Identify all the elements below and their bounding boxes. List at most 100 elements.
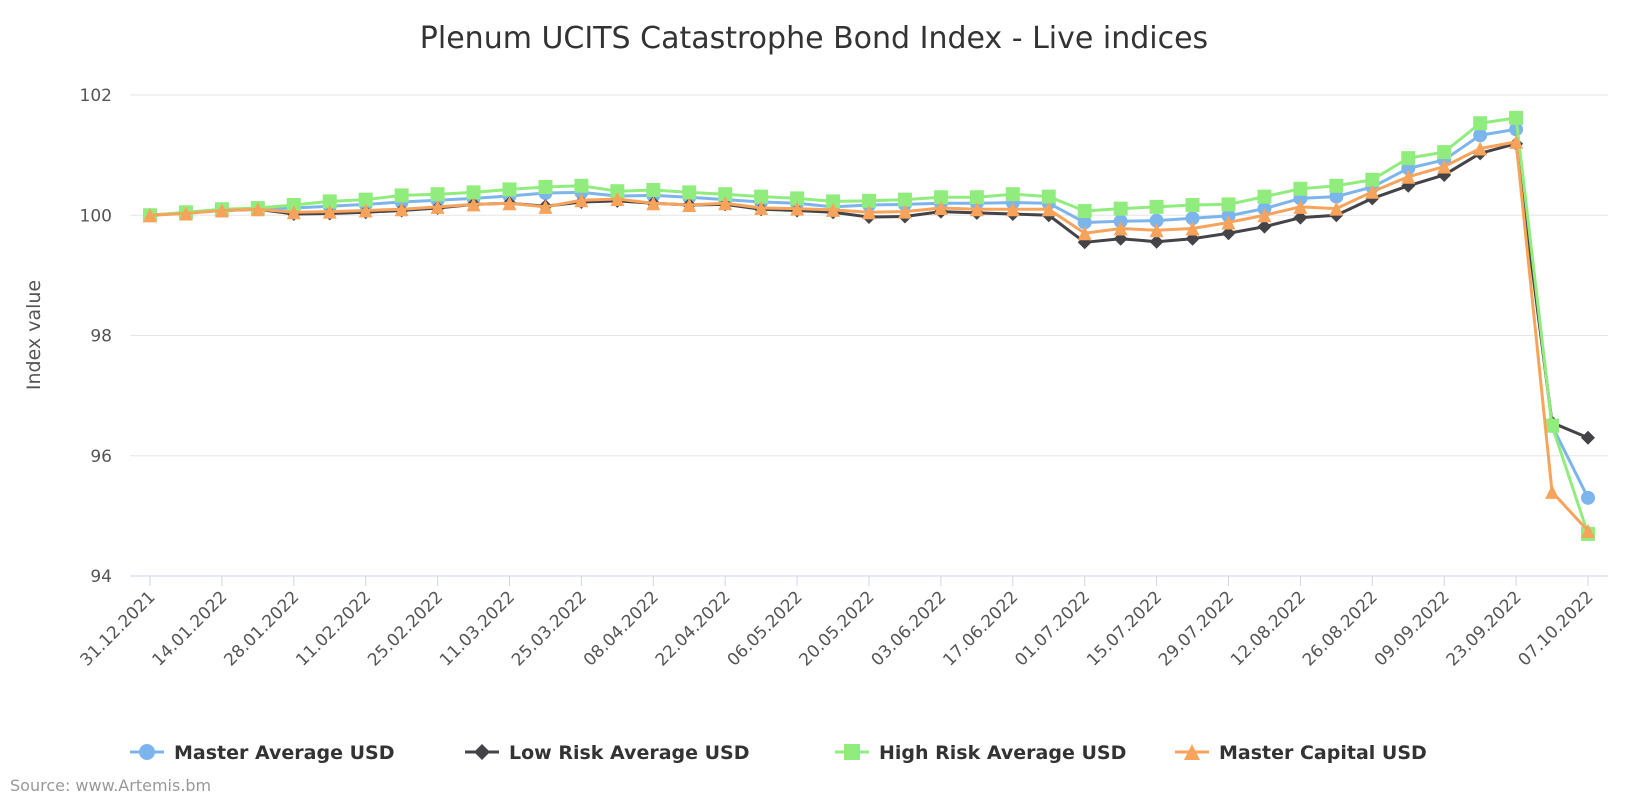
data-point[interactable] xyxy=(286,205,301,220)
data-point[interactable] xyxy=(1293,210,1308,225)
data-point[interactable] xyxy=(1545,484,1560,499)
legend-item[interactable]: Master Capital USD xyxy=(1175,742,1427,764)
data-point[interactable] xyxy=(1257,219,1272,234)
data-point[interactable] xyxy=(1185,211,1200,226)
data-point[interactable] xyxy=(143,208,157,223)
data-point[interactable] xyxy=(1545,418,1560,433)
data-point[interactable] xyxy=(1221,226,1236,241)
data-point[interactable] xyxy=(826,202,841,217)
legend-item[interactable]: High Risk Average USD xyxy=(835,742,1126,764)
data-point[interactable] xyxy=(718,187,733,202)
data-point[interactable] xyxy=(394,188,409,203)
data-point[interactable] xyxy=(178,206,193,221)
data-point[interactable] xyxy=(1401,151,1416,166)
x-tick-label: 22.04.2022 xyxy=(652,587,735,670)
data-point[interactable] xyxy=(1257,189,1272,204)
data-point[interactable] xyxy=(538,179,553,194)
data-point[interactable] xyxy=(1077,204,1092,219)
data-point[interactable] xyxy=(1509,134,1524,149)
data-point[interactable] xyxy=(1329,178,1344,193)
data-point[interactable] xyxy=(718,196,733,211)
legend-item[interactable]: Master Average USD xyxy=(130,742,394,764)
data-point[interactable] xyxy=(862,205,876,220)
data-point[interactable] xyxy=(1149,199,1164,214)
data-point[interactable] xyxy=(1185,221,1200,236)
data-point[interactable] xyxy=(790,191,805,206)
data-point[interactable] xyxy=(1329,201,1344,216)
data-point[interactable] xyxy=(969,202,984,217)
data-point[interactable] xyxy=(1293,199,1308,214)
data-point[interactable] xyxy=(466,197,481,212)
legend-item[interactable]: Low Risk Average USD xyxy=(465,742,750,764)
data-point[interactable] xyxy=(646,196,661,211)
data-point[interactable] xyxy=(682,198,697,213)
data-point[interactable] xyxy=(933,190,948,205)
data-point[interactable] xyxy=(897,204,912,219)
data-point[interactable] xyxy=(1149,223,1164,238)
x-tick-label: 03.06.2022 xyxy=(867,587,950,670)
data-point[interactable] xyxy=(1437,159,1452,174)
data-point[interactable] xyxy=(1113,214,1128,229)
data-point[interactable] xyxy=(1473,141,1488,156)
data-point[interactable] xyxy=(1221,215,1236,230)
data-point[interactable] xyxy=(1401,169,1416,184)
data-point[interactable] xyxy=(1149,213,1164,228)
data-point[interactable] xyxy=(1113,201,1128,216)
data-point[interactable] xyxy=(358,203,373,218)
data-point[interactable] xyxy=(1113,221,1128,236)
data-point[interactable] xyxy=(358,192,373,207)
data-point[interactable] xyxy=(1077,215,1092,230)
data-point[interactable] xyxy=(1365,172,1380,187)
data-point[interactable] xyxy=(286,198,301,213)
data-point[interactable] xyxy=(250,202,265,217)
data-point[interactable] xyxy=(790,201,805,216)
data-point[interactable] xyxy=(322,204,337,219)
data-point[interactable] xyxy=(1077,226,1092,241)
data-point[interactable] xyxy=(1041,189,1056,204)
data-point[interactable] xyxy=(969,190,984,205)
data-point[interactable] xyxy=(610,192,625,207)
data-point[interactable] xyxy=(826,194,841,209)
data-point[interactable] xyxy=(1473,128,1488,143)
data-point[interactable] xyxy=(897,192,912,207)
data-point[interactable] xyxy=(1041,202,1056,217)
data-point[interactable] xyxy=(610,184,625,199)
data-point[interactable] xyxy=(1149,234,1164,249)
data-point[interactable] xyxy=(538,199,553,214)
data-point[interactable] xyxy=(1437,145,1452,160)
data-point[interactable] xyxy=(502,182,517,197)
data-point[interactable] xyxy=(682,185,697,200)
data-point[interactable] xyxy=(933,201,948,216)
data-point[interactable] xyxy=(574,193,589,208)
data-point[interactable] xyxy=(1185,198,1200,213)
data-point[interactable] xyxy=(1293,181,1308,196)
x-tick-label: 07.10.2022 xyxy=(1515,587,1598,670)
source-credit[interactable]: Source: www.Artemis.bm xyxy=(10,776,212,795)
data-point[interactable] xyxy=(322,194,337,209)
data-point[interactable] xyxy=(862,193,876,208)
data-point[interactable] xyxy=(1581,430,1595,445)
data-point[interactable] xyxy=(1509,110,1524,125)
data-point[interactable] xyxy=(1329,189,1344,204)
data-point[interactable] xyxy=(1473,116,1488,131)
data-point[interactable] xyxy=(214,203,229,218)
data-point[interactable] xyxy=(1365,184,1380,199)
data-point[interactable] xyxy=(1257,208,1272,223)
data-point[interactable] xyxy=(1221,197,1236,212)
data-point[interactable] xyxy=(1005,187,1020,202)
data-point[interactable] xyxy=(574,178,589,193)
data-point[interactable] xyxy=(394,202,409,217)
x-tick-label: 15.07.2022 xyxy=(1083,587,1166,670)
data-point[interactable] xyxy=(754,201,769,216)
data-point[interactable] xyxy=(430,199,445,214)
data-point[interactable] xyxy=(430,187,445,202)
data-point[interactable] xyxy=(1005,202,1020,217)
data-point[interactable] xyxy=(754,189,769,204)
data-point[interactable] xyxy=(1581,490,1595,505)
data-point[interactable] xyxy=(1581,523,1595,538)
data-point[interactable] xyxy=(646,182,661,197)
series-high-risk-average-usd[interactable] xyxy=(143,110,1595,541)
data-point[interactable] xyxy=(466,185,481,200)
series-master-capital-usd[interactable] xyxy=(143,134,1595,538)
data-point[interactable] xyxy=(502,196,517,211)
